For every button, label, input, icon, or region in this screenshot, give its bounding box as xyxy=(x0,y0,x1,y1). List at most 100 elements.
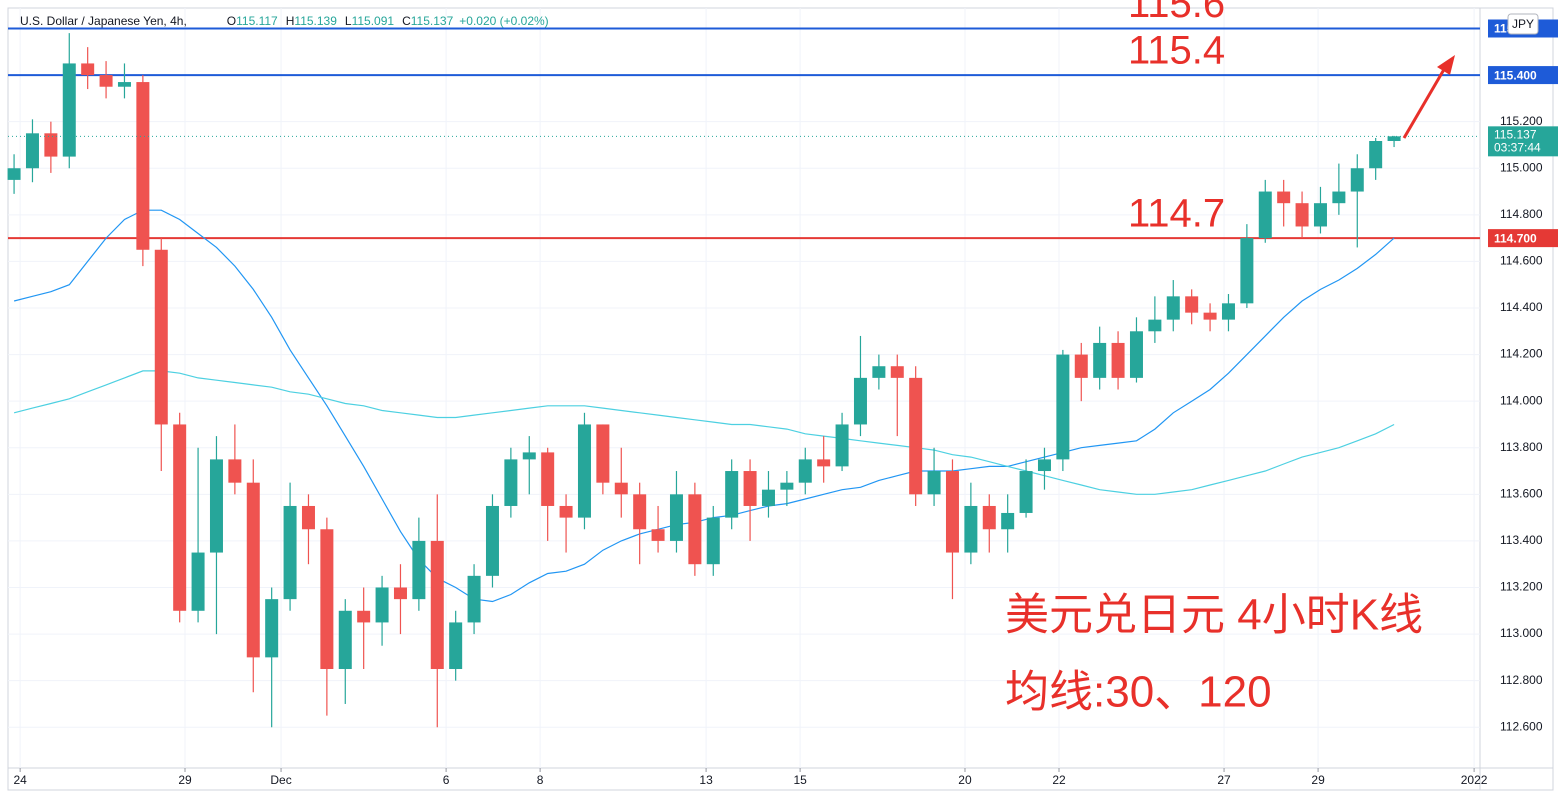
countdown: 03:37:44 xyxy=(1494,141,1541,155)
annotation: 美元兑日元 4小时K线 xyxy=(1005,591,1423,640)
y-tick-label: 112.600 xyxy=(1500,719,1543,733)
y-tick-label: 114.400 xyxy=(1500,300,1543,314)
candle-body xyxy=(485,505,499,576)
candle-body xyxy=(283,505,297,600)
candle-body xyxy=(62,63,76,157)
header-value: 115.091 xyxy=(352,14,395,28)
last-price-label: 115.137 xyxy=(1494,128,1537,142)
candle-body xyxy=(853,377,867,425)
candle-body xyxy=(1350,168,1364,192)
x-tick-label: 13 xyxy=(699,773,713,787)
header-key: L xyxy=(345,14,352,28)
candle-body xyxy=(44,133,58,157)
candle-body xyxy=(357,610,371,623)
candle-body xyxy=(1277,191,1291,204)
candle-body xyxy=(945,471,959,553)
last-price-tag xyxy=(1488,126,1558,157)
y-tick-label: 115.200 xyxy=(1500,114,1543,128)
candle-body xyxy=(393,587,407,600)
candle-body xyxy=(1240,238,1254,304)
candle-body xyxy=(209,459,223,553)
overlay: 115.600115.6115.400115.4114.700114.7115.… xyxy=(20,0,1558,717)
header-value: 115.137 xyxy=(411,14,454,28)
candle-body xyxy=(541,452,555,506)
candle-body xyxy=(596,424,610,483)
header-key: C xyxy=(402,14,411,28)
candle-body xyxy=(1258,191,1272,239)
candle-body xyxy=(504,459,518,506)
annotation: 均线:30、120 xyxy=(1005,668,1272,717)
candle-body xyxy=(1074,354,1088,378)
candle-body xyxy=(1313,203,1327,227)
symbol-title: U.S. Dollar / Japanese Yen, 4h, xyxy=(20,14,187,28)
header-value: 115.117 xyxy=(236,14,278,28)
level-note: 114.7 xyxy=(1128,192,1225,236)
candle-body xyxy=(1203,312,1217,320)
candle-body xyxy=(1369,140,1383,169)
candle-body xyxy=(964,505,978,553)
header: U.S. Dollar / Japanese Yen, 4h, O115.117 H… xyxy=(20,14,549,28)
x-tick-label: 22 xyxy=(1052,773,1066,787)
candle-body xyxy=(338,610,352,670)
candle-body xyxy=(872,366,886,378)
candle-body xyxy=(780,482,794,490)
arrow-head xyxy=(1437,55,1455,75)
x-tick-label: 2022 xyxy=(1461,773,1488,787)
candle-body xyxy=(228,459,242,483)
candle-body xyxy=(688,494,702,565)
candle-body xyxy=(909,377,923,495)
candle-body xyxy=(927,471,941,495)
level-tag xyxy=(1488,66,1558,85)
candle-body xyxy=(81,63,95,76)
x-tick-label: 15 xyxy=(793,773,807,787)
level-label: 115.400 xyxy=(1494,68,1537,82)
candle-body xyxy=(301,505,315,530)
candle-body xyxy=(1148,319,1162,332)
x-tick-label: 27 xyxy=(1217,773,1231,787)
level-note: 115.4 xyxy=(1128,29,1225,73)
x-tick-label: 24 xyxy=(13,773,27,787)
candle-body xyxy=(1185,296,1199,313)
candle-body xyxy=(559,505,573,518)
y-tick-label: 113.400 xyxy=(1500,533,1543,547)
x-tick-label: 8 xyxy=(537,773,544,787)
currency-badge xyxy=(1507,13,1539,35)
candle-body xyxy=(743,471,757,506)
candle-body xyxy=(1221,303,1235,320)
candle-body xyxy=(982,505,996,530)
candle-body xyxy=(1093,342,1107,378)
candle-body xyxy=(320,529,334,670)
moving-average xyxy=(13,370,1395,495)
candle-body xyxy=(1129,331,1143,378)
candle-body xyxy=(725,471,739,518)
x-tick-label: 6 xyxy=(443,773,450,787)
candle-body xyxy=(117,82,131,87)
grid: 112.600 112.800 113.000 113.200 113.400 113.6… xyxy=(7,7,1554,791)
candle-body xyxy=(1295,203,1309,227)
candle-body xyxy=(265,599,279,658)
y-tick-label: 114.000 xyxy=(1500,393,1543,407)
candle-body xyxy=(25,133,39,169)
x-tick-label: 29 xyxy=(178,773,192,787)
y-tick-label: 114.600 xyxy=(1500,254,1543,268)
y-tick-label: 115.000 xyxy=(1500,160,1543,174)
candle-body xyxy=(1056,354,1070,460)
candle-body xyxy=(798,459,812,483)
candle-body xyxy=(522,452,536,460)
candle-body xyxy=(1387,136,1401,141)
candle-body xyxy=(173,424,187,611)
candle-body xyxy=(890,366,904,378)
x-tick-label: 20 xyxy=(958,773,972,787)
candle-body xyxy=(1166,296,1180,320)
candle-body xyxy=(1001,512,1015,530)
y-tick-label: 113.000 xyxy=(1500,626,1543,640)
candle-body xyxy=(246,482,260,658)
candle-body xyxy=(7,168,21,180)
candle-body xyxy=(430,540,444,670)
candle-body xyxy=(375,587,389,623)
moving-average xyxy=(13,209,1395,603)
candle-body xyxy=(449,622,463,670)
candle-body xyxy=(835,424,849,467)
level-tag xyxy=(1488,229,1558,248)
